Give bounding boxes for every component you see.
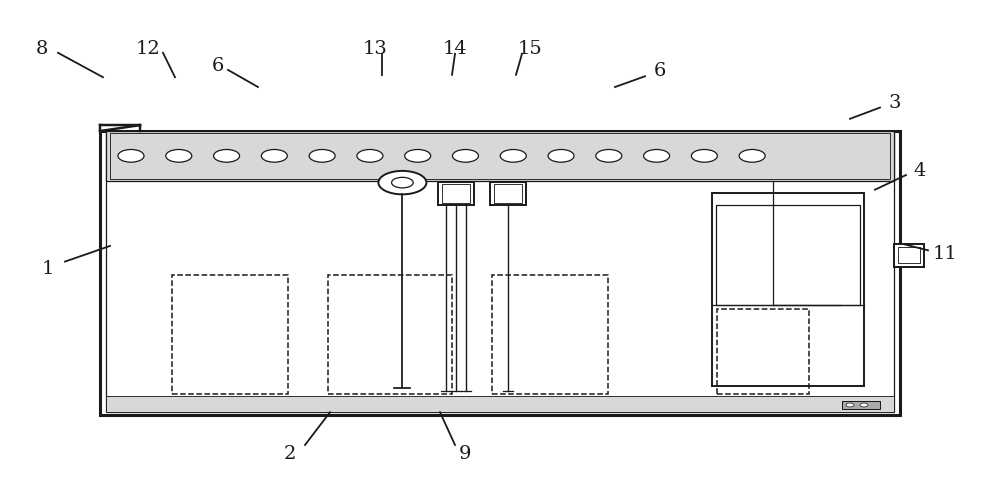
- Circle shape: [452, 150, 478, 163]
- Bar: [490, 183, 526, 206]
- Text: 1: 1: [42, 260, 54, 277]
- Bar: [494, 184, 522, 204]
- Circle shape: [500, 150, 526, 163]
- Circle shape: [846, 403, 854, 407]
- Text: 3: 3: [889, 94, 901, 111]
- Bar: [328, 275, 452, 394]
- Bar: [842, 401, 880, 409]
- Circle shape: [118, 150, 144, 163]
- Circle shape: [860, 403, 868, 407]
- Bar: [492, 275, 608, 394]
- Circle shape: [166, 150, 192, 163]
- Bar: [438, 183, 474, 206]
- Circle shape: [378, 172, 426, 195]
- Text: 15: 15: [518, 40, 542, 58]
- Text: 12: 12: [136, 40, 160, 58]
- Bar: [110, 134, 890, 180]
- Bar: [712, 194, 864, 386]
- Text: 14: 14: [443, 40, 467, 58]
- Bar: [100, 132, 900, 415]
- Circle shape: [309, 150, 335, 163]
- Circle shape: [739, 150, 765, 163]
- Text: 13: 13: [363, 40, 387, 58]
- Circle shape: [548, 150, 574, 163]
- Circle shape: [691, 150, 717, 163]
- Circle shape: [214, 150, 240, 163]
- Bar: [716, 205, 860, 305]
- Bar: [106, 396, 894, 412]
- Bar: [898, 248, 920, 263]
- Text: 6: 6: [654, 62, 666, 80]
- Bar: [442, 184, 470, 204]
- Bar: [172, 275, 288, 394]
- Text: 6: 6: [212, 57, 224, 75]
- Text: 2: 2: [284, 444, 296, 462]
- Bar: [106, 135, 894, 412]
- Circle shape: [405, 150, 431, 163]
- Circle shape: [392, 178, 413, 188]
- Circle shape: [261, 150, 287, 163]
- Text: 4: 4: [914, 162, 926, 180]
- Circle shape: [644, 150, 670, 163]
- Bar: [106, 132, 894, 182]
- Circle shape: [357, 150, 383, 163]
- Circle shape: [596, 150, 622, 163]
- Text: 11: 11: [933, 245, 957, 263]
- Bar: [894, 244, 924, 267]
- Text: 9: 9: [459, 444, 471, 462]
- Text: 8: 8: [36, 40, 48, 58]
- Bar: [717, 309, 809, 394]
